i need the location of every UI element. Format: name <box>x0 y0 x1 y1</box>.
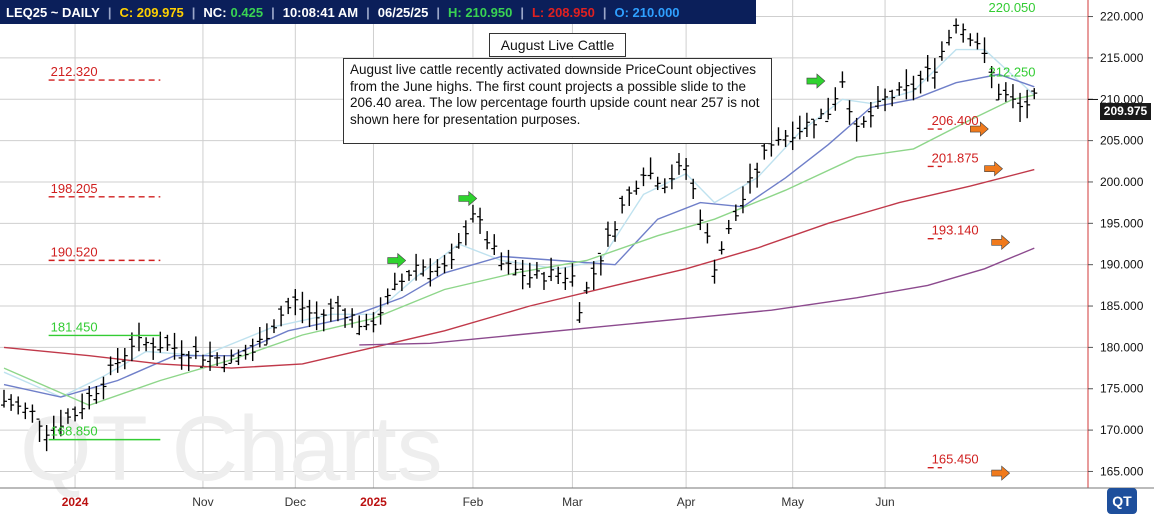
last-price-tag: 209.975 <box>1100 103 1151 120</box>
header-separator: | <box>520 4 524 20</box>
chart-title-box: August Live Cattle <box>489 33 626 57</box>
quote-header: LEQ25 ~ DAILY | C: 209.975 | NC: 0.425 |… <box>0 0 756 24</box>
y-tick-label: 190.000 <box>1100 258 1144 272</box>
header-separator: | <box>191 4 196 20</box>
pricecount-level-label: 220.050 <box>989 0 1036 15</box>
net-change-prefix: NC: <box>203 4 227 20</box>
y-tick-label: 185.000 <box>1100 299 1144 313</box>
header-separator: | <box>366 4 370 20</box>
y-tick-label: 200.000 <box>1100 175 1144 189</box>
pricecount-level-label: 168.850 <box>51 424 98 439</box>
moving-average-line <box>3 168 1035 369</box>
time-label: 10:08:41 AM <box>282 4 359 20</box>
pricecount-level-label: 181.450 <box>51 319 98 334</box>
pricecount-level-label: 198.205 <box>51 181 98 196</box>
net-change-value: 0.425 <box>230 4 264 20</box>
header-separator: | <box>436 4 440 20</box>
y-tick-label: 205.000 <box>1100 134 1144 148</box>
pricecount-level-label: 212.250 <box>989 65 1036 80</box>
x-tick-label: Mar <box>562 495 583 509</box>
open-label: O: 210.000 <box>614 4 680 20</box>
x-tick-label: Apr <box>677 495 696 509</box>
pricecount-level-label: 212.320 <box>51 64 98 79</box>
x-tick-label: Nov <box>192 495 213 509</box>
signal-arrow-icon <box>458 190 478 207</box>
x-tick-label: 2025 <box>360 495 387 509</box>
pricecount-level-label: 190.520 <box>51 244 98 259</box>
header-separator: | <box>271 4 275 20</box>
pricecount-level-label: 165.450 <box>932 452 979 467</box>
signal-arrow-icon <box>387 252 407 269</box>
pricecount-level-label: 201.875 <box>932 150 979 165</box>
y-tick-label: 215.000 <box>1100 51 1144 65</box>
x-tick-label: Jun <box>875 495 894 509</box>
y-tick-label: 220.000 <box>1100 10 1144 24</box>
pricecount-level-label: 193.140 <box>932 223 979 238</box>
y-tick-label: 170.000 <box>1100 423 1144 437</box>
x-tick-label: May <box>781 495 804 509</box>
watermark-text: QT Charts <box>20 398 443 500</box>
high-label: H: 210.950 <box>448 4 513 20</box>
qt-logo[interactable]: QT <box>1107 488 1137 514</box>
signal-arrow-icon <box>984 161 1003 177</box>
signal-arrow-icon <box>970 121 989 137</box>
low-label: L: 208.950 <box>531 4 595 20</box>
x-tick-label: 2024 <box>62 495 89 509</box>
y-tick-label: 195.000 <box>1100 216 1144 230</box>
x-tick-label: Feb <box>463 495 484 509</box>
moving-average-line <box>359 247 1035 346</box>
close-label: C: 209.975 <box>119 4 184 20</box>
signal-arrow-icon <box>991 465 1011 481</box>
signal-arrow-icon <box>806 73 826 89</box>
commentary-note: August live cattle recently activated do… <box>343 58 772 144</box>
x-tick-label: Dec <box>285 495 306 509</box>
symbol-label: LEQ25 ~ DAILY <box>6 4 100 20</box>
signal-arrow-icon <box>991 234 1011 251</box>
header-separator: | <box>107 4 112 20</box>
header-separator: | <box>602 4 607 20</box>
y-tick-label: 165.000 <box>1100 464 1144 478</box>
date-label: 06/25/25 <box>377 4 429 20</box>
pricecount-level-label: 206.400 <box>932 113 979 128</box>
y-tick-label: 175.000 <box>1100 382 1144 396</box>
y-tick-label: 180.000 <box>1100 340 1144 354</box>
y-tick-label: 210.000 <box>1100 92 1144 106</box>
